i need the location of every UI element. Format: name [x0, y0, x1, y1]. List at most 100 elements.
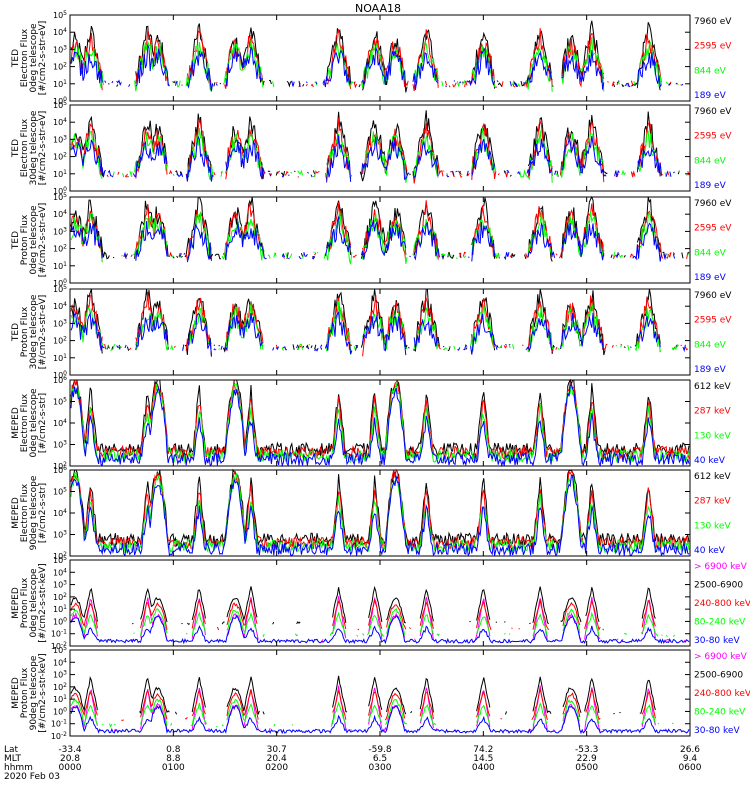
legend-entry-green: 80-240 keV — [694, 708, 746, 718]
y-axis-label-line: [#/cm2-s-str-eV] — [38, 111, 48, 186]
y-tick-exponent: 5 — [63, 555, 67, 562]
y-tick-label: 105 — [53, 645, 67, 655]
y-tick-label: 105 — [53, 487, 67, 497]
y-axis-label-line: 30deg telescope — [29, 294, 39, 369]
legend-entry-red: 2595 eV — [694, 132, 732, 142]
legend-entry-blue: 30-80 keV — [694, 636, 740, 646]
y-tick-label: 101 — [53, 261, 67, 271]
y-tick-exponent: 5 — [63, 397, 67, 404]
series-magenta — [70, 596, 686, 643]
y-tick-exponent: 1 — [63, 261, 67, 268]
y-tick-exponent: 3 — [63, 134, 67, 141]
x-tick-mlt: 20.4 — [267, 754, 287, 764]
y-axis-label-line: [#/cm2-s-str-eV] — [38, 21, 48, 96]
y-axis-label-line: TED — [11, 49, 21, 68]
y-tick-exponent: 5 — [63, 100, 67, 107]
legend-entry-red: 240-800 keV — [694, 599, 750, 609]
y-tick-exponent: -2 — [61, 641, 67, 648]
series-blue — [70, 474, 690, 557]
series-blue — [70, 383, 690, 468]
y-tick-exponent: 3 — [63, 580, 67, 587]
y-axis-label-line: [#/cm2-s-str-eV] — [38, 203, 48, 278]
x-tick-lat: -53.3 — [575, 745, 598, 755]
legend-entry-black: 612 keV — [694, 382, 731, 392]
y-tick-exponent: 0 — [63, 96, 67, 103]
y-tick-exponent: 0 — [63, 370, 67, 377]
y-tick-exponent: 2 — [63, 62, 67, 69]
y-tick-label: 103 — [53, 670, 67, 680]
y-tick-label: 100 — [53, 616, 67, 626]
y-tick-label: 10-1 — [51, 629, 67, 639]
y-tick-label: 104 — [53, 209, 67, 219]
y-tick-exponent: 5 — [63, 10, 67, 17]
legend-entry-red: 2595 eV — [694, 316, 732, 326]
y-tick-exponent: 0 — [63, 186, 67, 193]
series-green — [70, 127, 689, 183]
y-axis-label-line: 90deg telescope — [29, 655, 39, 730]
y-axis-label: TEDElectron Flux30deg telescope[#/cm2-s-… — [11, 110, 48, 185]
y-axis-label-line: 0deg telescope — [29, 388, 39, 458]
x-tick-mlt: 6.5 — [373, 754, 387, 764]
y-tick-exponent: 4 — [63, 508, 67, 515]
y-tick-exponent: 5 — [63, 645, 67, 652]
y-axis-label-line: TED — [11, 139, 21, 158]
legend-entry-blue: 189 eV — [694, 273, 727, 283]
x-tick-lat: 30.7 — [267, 745, 287, 755]
y-tick-exponent: 4 — [63, 418, 67, 425]
y-tick-exponent: 2 — [63, 551, 67, 558]
y-axis-label-line: Electron Flux — [20, 118, 30, 177]
y-tick-label: 105 — [53, 10, 67, 20]
y-axis-label-line: MEPED — [11, 677, 21, 709]
y-axis-label-line: MEPED — [11, 407, 21, 439]
y-axis-label-line: Proton Flux — [20, 667, 30, 718]
y-tick-label: 104 — [53, 567, 67, 577]
legend-entry-blue: 189 eV — [694, 181, 727, 191]
y-tick-label: 105 — [53, 555, 67, 565]
x-tick-lat: 26.6 — [680, 745, 700, 755]
x-row-label: hhmm — [4, 763, 33, 773]
y-tick-exponent: 6 — [63, 465, 67, 472]
y-tick-label: 10-2 — [51, 731, 67, 741]
y-tick-label: 103 — [53, 134, 67, 144]
y-axis-label-line: Proton Flux — [20, 577, 30, 628]
y-axis-label-line: MEPED — [11, 497, 21, 529]
y-tick-label: 105 — [53, 192, 67, 202]
y-tick-label: 103 — [53, 440, 67, 450]
legend-entry-black: 7960 eV — [694, 107, 732, 117]
y-tick-label: 102 — [53, 461, 67, 471]
y-tick-exponent: 3 — [63, 440, 67, 447]
y-tick-exponent: 3 — [63, 44, 67, 51]
y-axis-label: TEDProton Flux30deg telescope[#/cm2-s-st… — [11, 294, 48, 369]
panel-5: 102 103 104 105 106 MEPEDElectron Flux0deg te… — [11, 375, 731, 471]
y-tick-label: 102 — [53, 551, 67, 561]
y-axis-label: MEPEDProton Flux90deg telescope[#/cm2-s-… — [11, 653, 48, 732]
y-tick-exponent: -1 — [61, 629, 67, 636]
y-tick-label: 103 — [53, 44, 67, 54]
y-tick-label: 102 — [53, 336, 67, 346]
y-tick-label: 104 — [53, 117, 67, 127]
y-tick-label: 103 — [53, 226, 67, 236]
y-tick-exponent: 2 — [63, 461, 67, 468]
legend-entry-green: 130 keV — [694, 431, 731, 441]
x-tick-hhmm: 0100 — [162, 763, 185, 773]
y-axis-label-line: Electron Flux — [20, 393, 30, 452]
chart-title: NOAA18 — [355, 2, 401, 15]
y-tick-label: 104 — [53, 27, 67, 37]
y-tick-exponent: 1 — [63, 353, 67, 360]
y-tick-label: 10-1 — [51, 719, 67, 729]
y-axis-label-line: 30deg telescope — [29, 110, 39, 185]
x-tick-lat: 0.8 — [166, 745, 181, 755]
y-tick-exponent: -1 — [61, 719, 67, 726]
y-tick-label: 100 — [53, 186, 67, 196]
x-tick-hhmm: 0400 — [472, 763, 495, 773]
x-tick-lat: -33.4 — [58, 745, 82, 755]
y-tick-label: 105 — [53, 284, 67, 294]
y-axis-label-line: TED — [11, 231, 21, 250]
x-tick-lat: 74.2 — [473, 745, 493, 755]
x-row-label: 2020 Feb 03 — [4, 772, 60, 782]
